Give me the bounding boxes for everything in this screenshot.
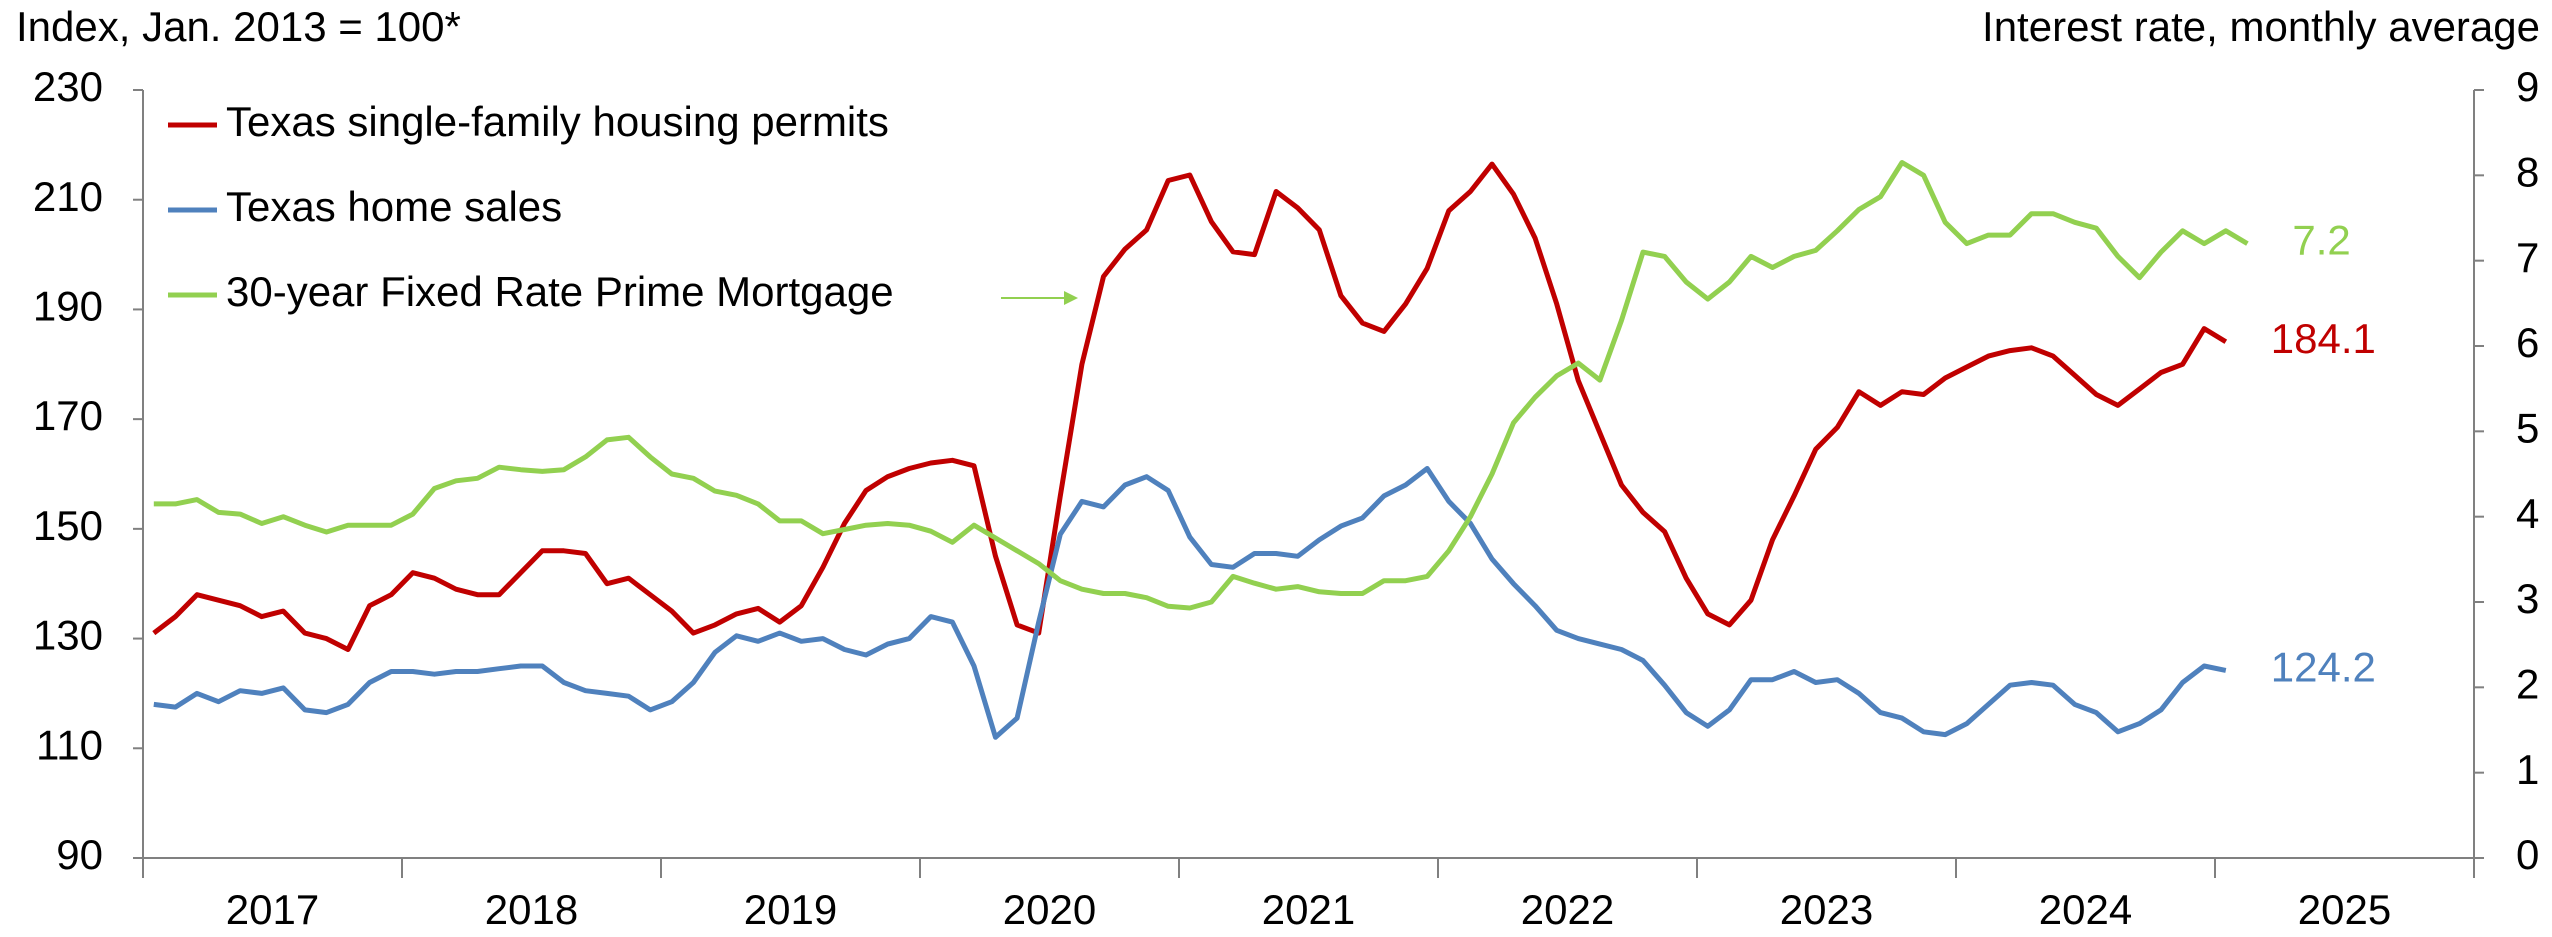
y2-tick-label: 2 xyxy=(2516,660,2539,707)
y-tick-label: 110 xyxy=(36,721,103,768)
y2-tick-label: 7 xyxy=(2516,234,2539,281)
legend-label: Texas home sales xyxy=(226,183,562,230)
y2-axis-label: Interest rate, monthly average xyxy=(1982,3,2540,50)
annotation-arrowhead xyxy=(1064,291,1078,305)
x-tick-label: 2021 xyxy=(1262,886,1355,933)
y2-tick-label: 5 xyxy=(2516,404,2539,451)
end-value-label: 184.1 xyxy=(2271,315,2376,362)
y2-tick-label: 6 xyxy=(2516,319,2539,366)
y-tick-label: 170 xyxy=(33,392,103,439)
y-tick-label: 210 xyxy=(33,173,103,220)
x-tick-label: 2022 xyxy=(1521,886,1614,933)
series-line xyxy=(153,160,2249,611)
legend-label: 30-year Fixed Rate Prime Mortgage xyxy=(226,268,894,315)
end-value-label: 7.2 xyxy=(2292,217,2350,264)
y2-tick-label: 8 xyxy=(2516,148,2539,195)
legend-label: Texas single-family housing permits xyxy=(226,98,889,145)
x-tick-label: 2024 xyxy=(2039,886,2132,933)
y2-tick-label: 0 xyxy=(2516,831,2539,878)
y-axis-label: Index, Jan. 2013 = 100* xyxy=(16,3,461,50)
x-tick-label: 2018 xyxy=(485,886,578,933)
x-tick-label: 2019 xyxy=(744,886,837,933)
end-value-label: 124.2 xyxy=(2271,643,2376,690)
x-tick-label: 2017 xyxy=(226,886,319,933)
y2-tick-label: 4 xyxy=(2516,490,2539,537)
series-line xyxy=(153,466,2227,740)
y-tick-label: 190 xyxy=(33,283,103,330)
x-tick-label: 2025 xyxy=(2298,886,2391,933)
y2-tick-label: 1 xyxy=(2516,746,2539,793)
y-tick-label: 230 xyxy=(33,63,103,110)
y2-tick-label: 9 xyxy=(2516,63,2539,110)
x-tick-label: 2020 xyxy=(1003,886,1096,933)
y-tick-label: 150 xyxy=(33,502,103,549)
series-line xyxy=(152,161,2228,652)
y2-tick-label: 3 xyxy=(2516,575,2539,622)
y-tick-label: 90 xyxy=(56,831,103,878)
y-tick-label: 130 xyxy=(33,612,103,659)
x-tick-label: 2023 xyxy=(1780,886,1873,933)
